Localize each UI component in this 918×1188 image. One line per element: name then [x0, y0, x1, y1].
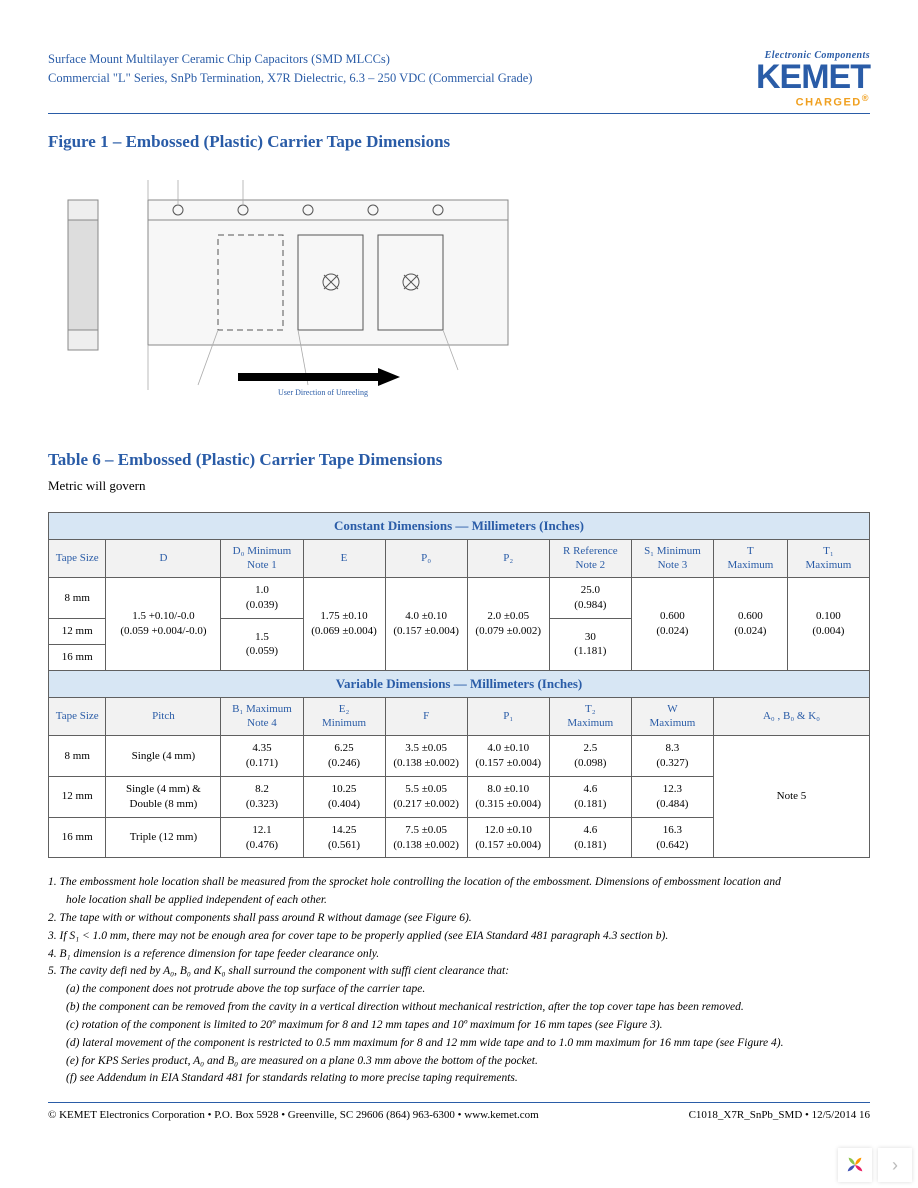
page-footer: © KEMET Electronics Corporation • P.O. B…: [48, 1109, 870, 1121]
page-header: Surface Mount Multilayer Ceramic Chip Ca…: [48, 50, 870, 109]
note: hole location shall be applied independe…: [48, 892, 870, 910]
note: (f) see Addendum in EIA Standard 481 for…: [48, 1070, 870, 1088]
arrow-label: User Direction of Unreeling: [278, 388, 368, 397]
col: D₀ MinimumNote 1: [221, 539, 303, 578]
col: R ReferenceNote 2: [549, 539, 631, 578]
note: 2. The tape with or without components s…: [48, 910, 870, 928]
figure-1-diagram: User Direction of Unreeling: [48, 160, 548, 410]
metric-govern: Metric will govern: [48, 478, 870, 494]
chevron-right-icon: ›: [892, 1155, 898, 1176]
constant-header-row: Tape Size D D₀ MinimumNote 1 E P₀ P₂ R R…: [49, 539, 870, 578]
note: (e) for KPS Series product, A₀ and B₀ ar…: [48, 1053, 870, 1071]
note: 4. B₁ dimension is a reference dimension…: [48, 946, 870, 964]
logo-wordmark: KEMET: [756, 61, 870, 93]
viewer-corner-widget[interactable]: ›: [838, 1148, 912, 1182]
note: 3. If S₁ < 1.0 mm, there may not be enou…: [48, 928, 870, 946]
header-line-2: Commercial "L" Series, SnPb Termination,…: [48, 69, 532, 88]
table-row: 8 mm Single (4 mm) 4.35(0.171) 6.25(0.24…: [49, 736, 870, 777]
header-rule: [48, 113, 870, 114]
col: A₀ , B₀ & K₀: [713, 697, 869, 736]
note: (b) the component can be removed from th…: [48, 999, 870, 1017]
col: Tape Size: [49, 539, 106, 578]
col: Pitch: [106, 697, 221, 736]
variable-header-row: Tape Size Pitch B₁ MaximumNote 4 E₂Minim…: [49, 697, 870, 736]
footer-right: C1018_X7R_SnPb_SMD • 12/5/2014 16: [689, 1109, 870, 1121]
viewer-next-button[interactable]: ›: [878, 1148, 912, 1182]
figure-1-title: Figure 1 – Embossed (Plastic) Carrier Ta…: [48, 132, 870, 152]
table-6-title: Table 6 – Embossed (Plastic) Carrier Tap…: [48, 450, 870, 470]
note: (d) lateral movement of the component is…: [48, 1035, 870, 1053]
note: (c) rotation of the component is limited…: [48, 1017, 870, 1035]
note: (a) the component does not protrude abov…: [48, 981, 870, 999]
viewer-logo-icon[interactable]: [838, 1148, 872, 1182]
col: TMaximum: [713, 539, 787, 578]
col: P₀: [385, 539, 467, 578]
col: F: [385, 697, 467, 736]
constant-section-head: Constant Dimensions — Millimeters (Inche…: [49, 512, 870, 539]
col: T₁Maximum: [787, 539, 869, 578]
note: 5. The cavity defi ned by A₀, B₀ and K₀ …: [48, 963, 870, 981]
header-line-1: Surface Mount Multilayer Ceramic Chip Ca…: [48, 50, 532, 69]
header-lines: Surface Mount Multilayer Ceramic Chip Ca…: [48, 50, 532, 89]
col: S₁ MinimumNote 3: [631, 539, 713, 578]
col: Tape Size: [49, 697, 106, 736]
variable-section-head: Variable Dimensions — Millimeters (Inche…: [49, 670, 870, 697]
kemet-logo: Electronic Components KEMET CHARGED®: [756, 50, 870, 109]
footer-rule: [48, 1102, 870, 1103]
table-row: 8 mm 1.5 +0.10/-0.0(0.059 +0.004/-0.0) 1…: [49, 578, 870, 619]
note: 1. The embossment hole location shall be…: [48, 874, 870, 892]
col: D: [106, 539, 221, 578]
footer-left: © KEMET Electronics Corporation • P.O. B…: [48, 1109, 539, 1121]
constant-dimensions-table: Constant Dimensions — Millimeters (Inche…: [48, 512, 870, 858]
col: WMaximum: [631, 697, 713, 736]
col: E₂Minimum: [303, 697, 385, 736]
col: B₁ MaximumNote 4: [221, 697, 303, 736]
col: E: [303, 539, 385, 578]
col: T₂Maximum: [549, 697, 631, 736]
col: P₂: [467, 539, 549, 578]
col: P₁: [467, 697, 549, 736]
footnotes: 1. The embossment hole location shall be…: [48, 874, 870, 1088]
